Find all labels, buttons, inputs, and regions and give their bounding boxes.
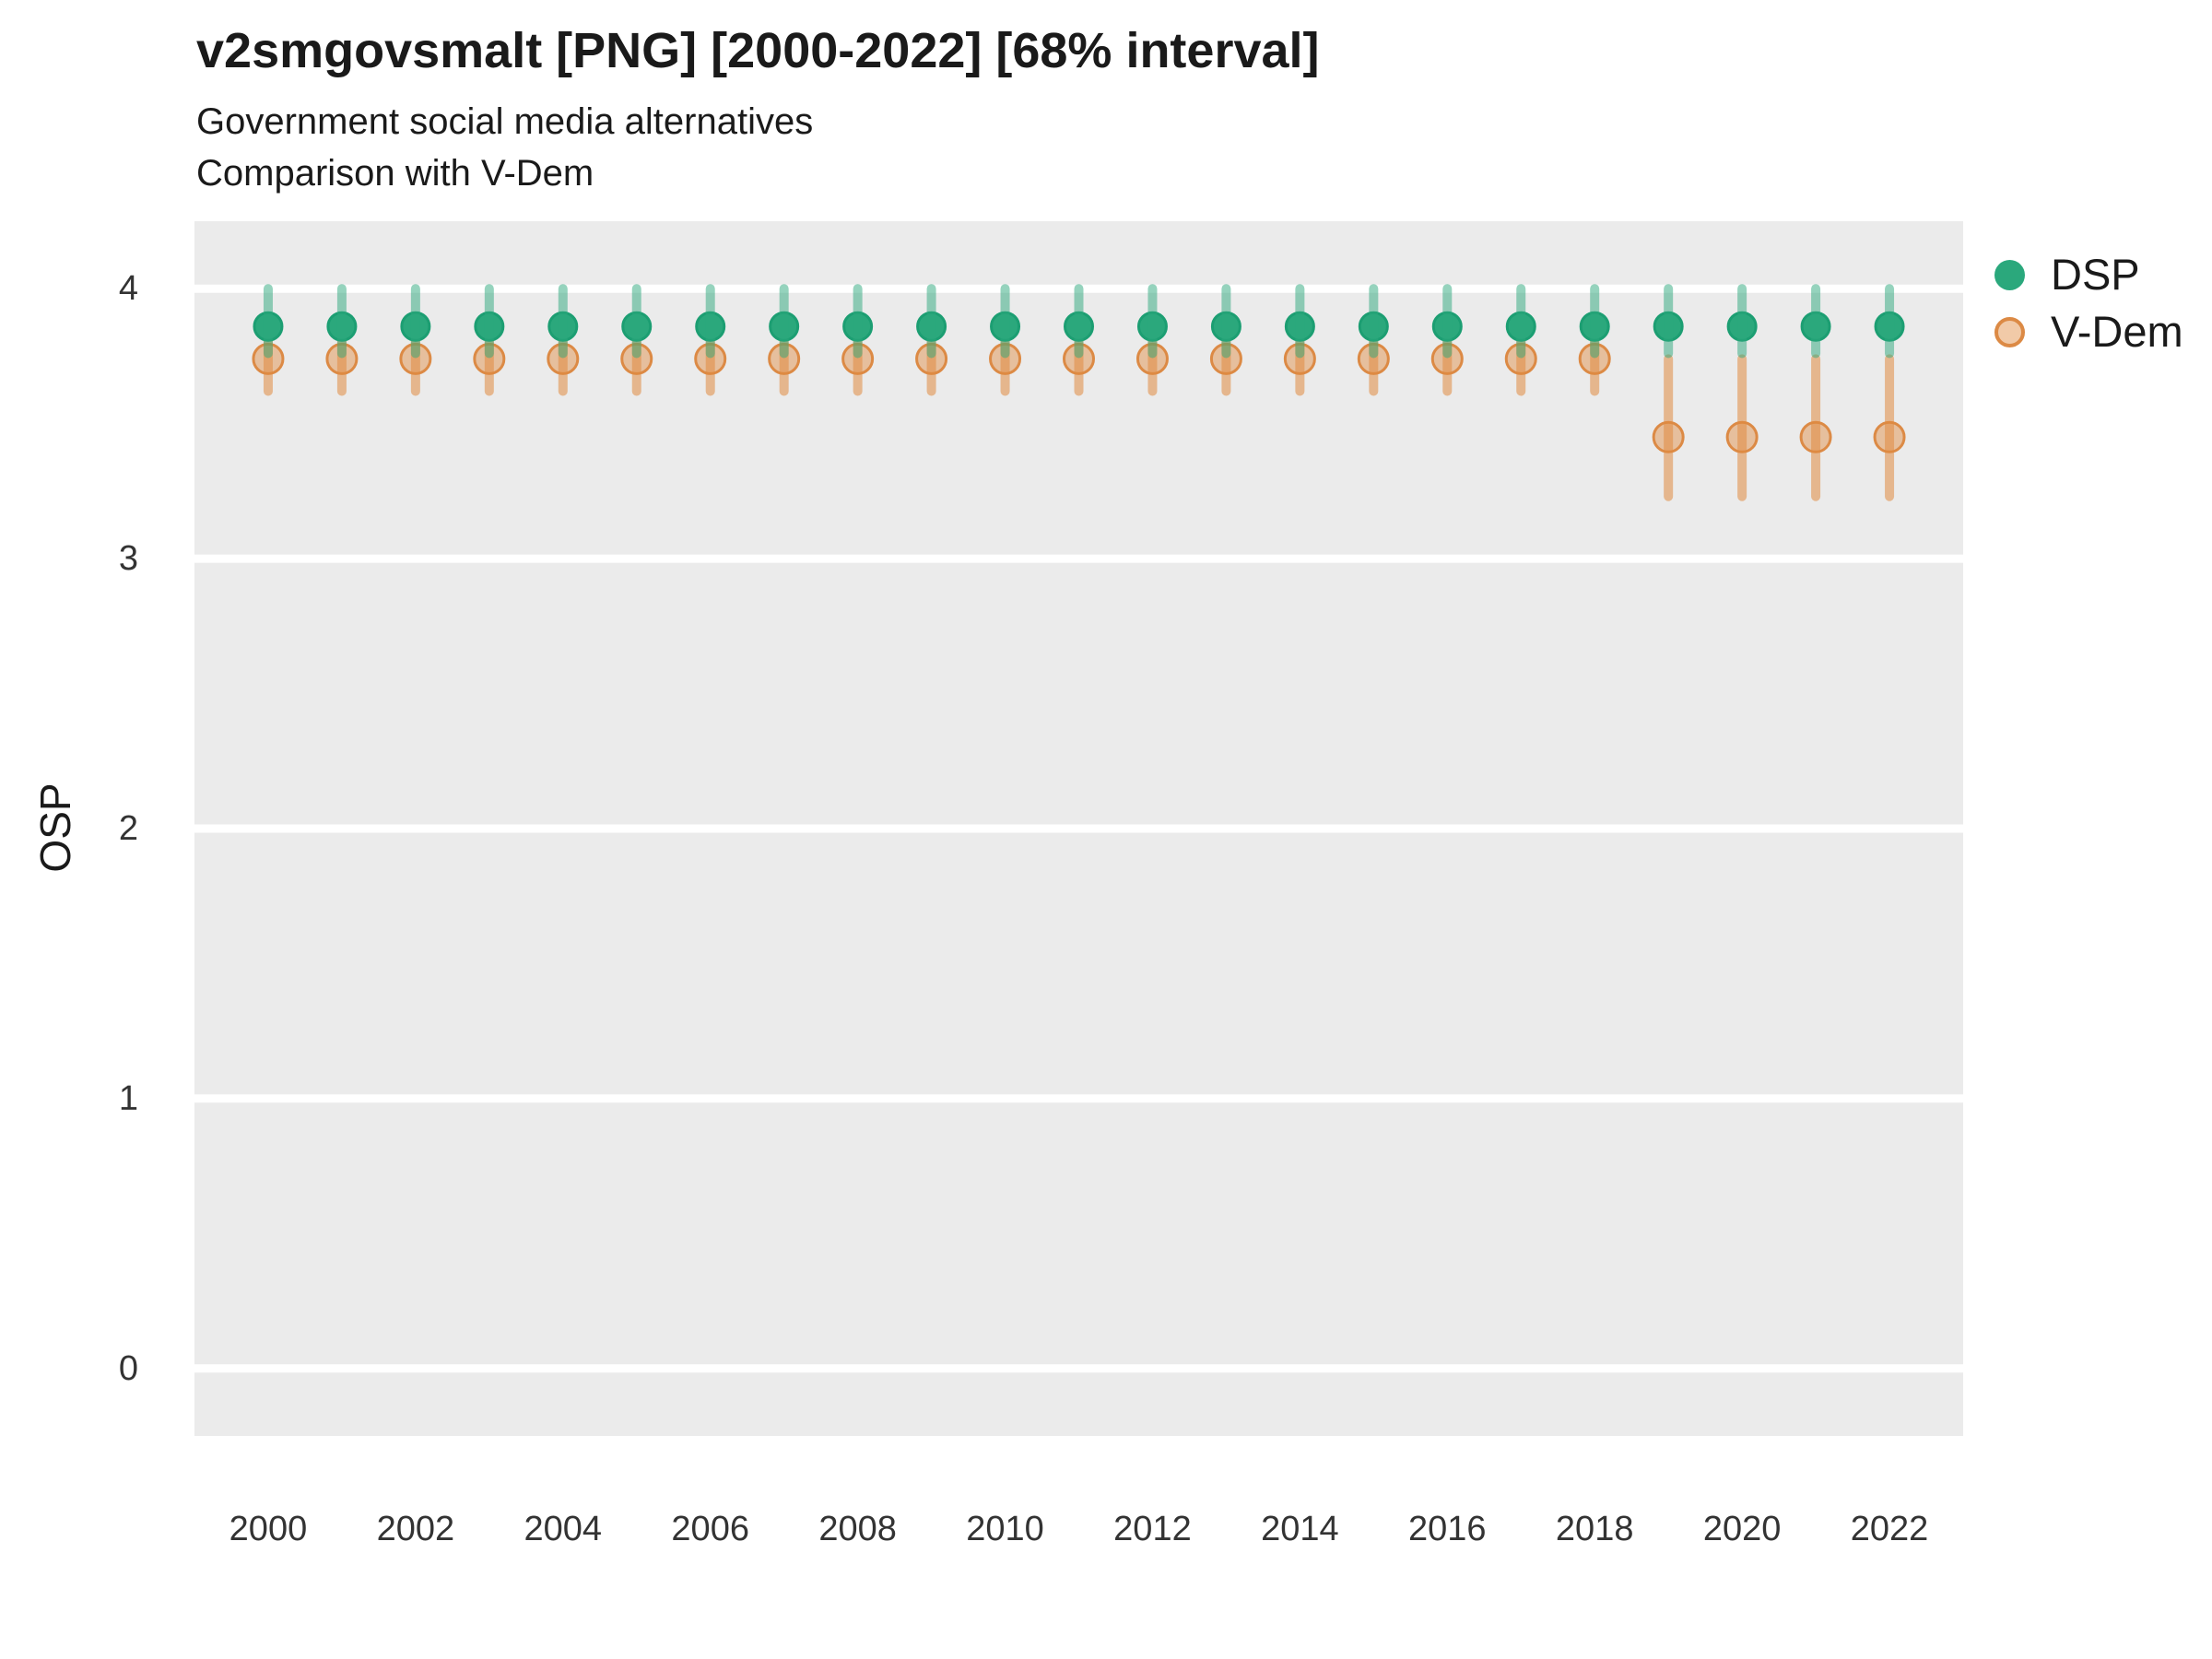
chart-subtitle-2: Comparison with V-Dem [196, 153, 594, 194]
y-tick-label: 1 [119, 1079, 138, 1118]
y-tick-label: 4 [119, 269, 138, 308]
legend-marker-vdem-icon [1994, 316, 2025, 347]
x-tick-label: 2004 [524, 1510, 603, 1548]
x-tick-label: 2000 [229, 1510, 308, 1548]
legend-marker-dsp-icon [1994, 259, 2025, 290]
legend-label-vdem: V-Dem [2051, 307, 2183, 356]
chart-subtitle: Government social media alternatives [196, 101, 814, 142]
legend-item-dsp: DSP [1994, 251, 2183, 299]
x-tick-label: 2020 [1703, 1510, 1782, 1548]
x-tick-label: 2016 [1408, 1510, 1487, 1548]
x-tick-label: 2022 [1851, 1510, 1929, 1548]
x-tick-label: 2002 [377, 1510, 455, 1548]
y-tick-label: 2 [119, 809, 138, 848]
x-tick-label: 2012 [1113, 1510, 1192, 1548]
x-tick-label: 2008 [818, 1510, 897, 1548]
y-tick-label: 3 [119, 539, 138, 578]
x-tick-label: 2018 [1556, 1510, 1634, 1548]
legend: DSP V-Dem [1994, 251, 2183, 365]
legend-label-dsp: DSP [2051, 250, 2140, 299]
y-axis-title: OSP [31, 782, 79, 873]
x-tick-label: 2006 [671, 1510, 749, 1548]
x-tick-label: 2014 [1261, 1510, 1339, 1548]
y-tick-label: 0 [119, 1349, 138, 1388]
chart-title: v2smgovsmalt [PNG] [2000-2022] [68% inte… [196, 23, 1320, 78]
legend-item-vdem: V-Dem [1994, 308, 2183, 356]
x-tick-label: 2010 [966, 1510, 1044, 1548]
